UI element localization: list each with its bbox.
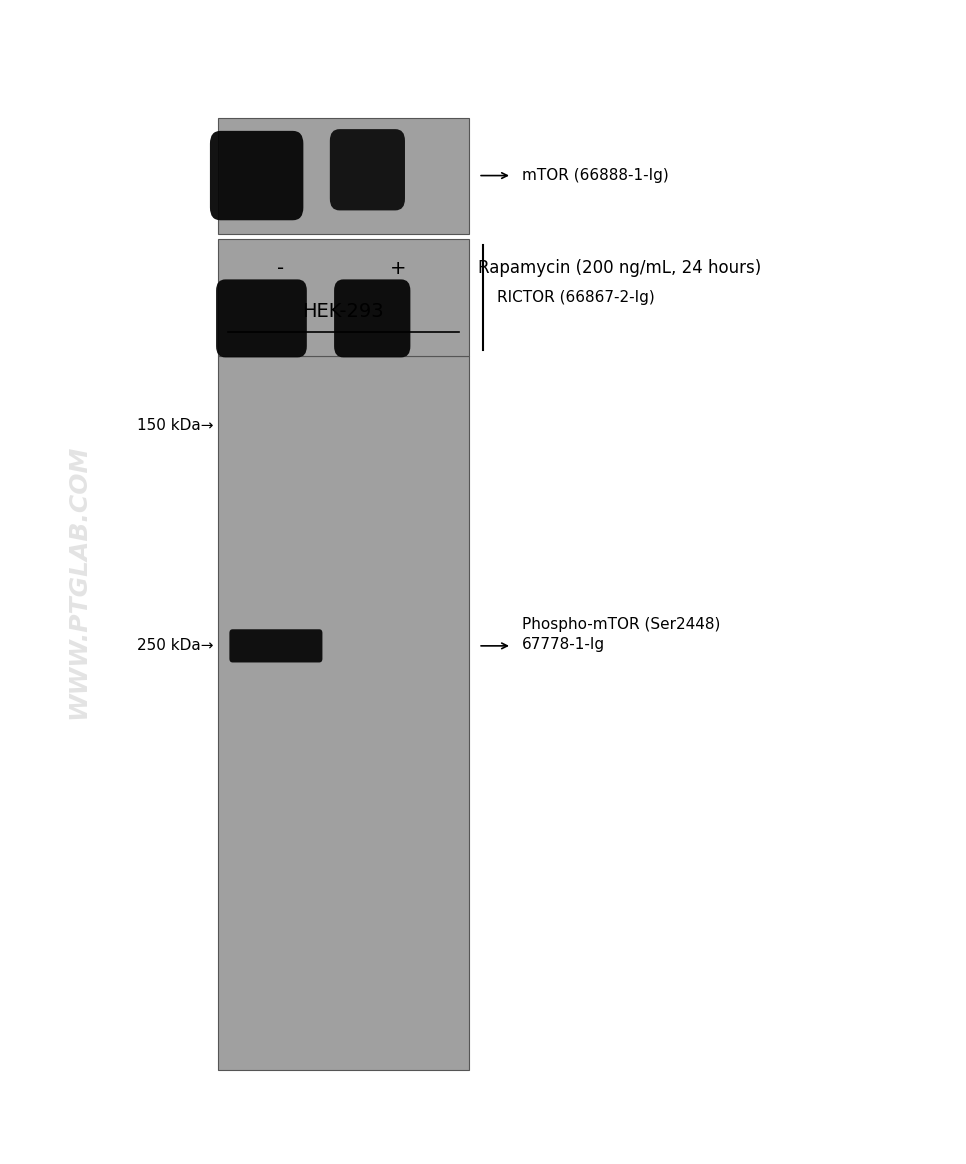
Text: WWW.PTGLAB.COM: WWW.PTGLAB.COM [67, 445, 91, 719]
Text: Phospho-mTOR (Ser2448)
67778-1-Ig: Phospho-mTOR (Ser2448) 67778-1-Ig [522, 617, 720, 652]
FancyBboxPatch shape [216, 279, 307, 357]
Text: RICTOR (66867-2-Ig): RICTOR (66867-2-Ig) [497, 290, 655, 305]
Text: 150 kDa→: 150 kDa→ [137, 418, 213, 433]
Text: mTOR (66888-1-Ig): mTOR (66888-1-Ig) [522, 168, 668, 183]
Text: -: - [277, 258, 284, 278]
FancyBboxPatch shape [210, 130, 303, 220]
Text: HEK-293: HEK-293 [302, 301, 384, 321]
Text: Rapamycin (200 ng/mL, 24 hours): Rapamycin (200 ng/mL, 24 hours) [478, 260, 761, 277]
FancyBboxPatch shape [334, 279, 411, 357]
Text: 250 kDa→: 250 kDa→ [137, 638, 213, 653]
Bar [218, 355, 469, 1070]
Bar [218, 118, 469, 234]
Text: +: + [390, 258, 407, 278]
FancyBboxPatch shape [329, 129, 405, 211]
Bar [218, 240, 469, 355]
FancyBboxPatch shape [229, 630, 323, 662]
